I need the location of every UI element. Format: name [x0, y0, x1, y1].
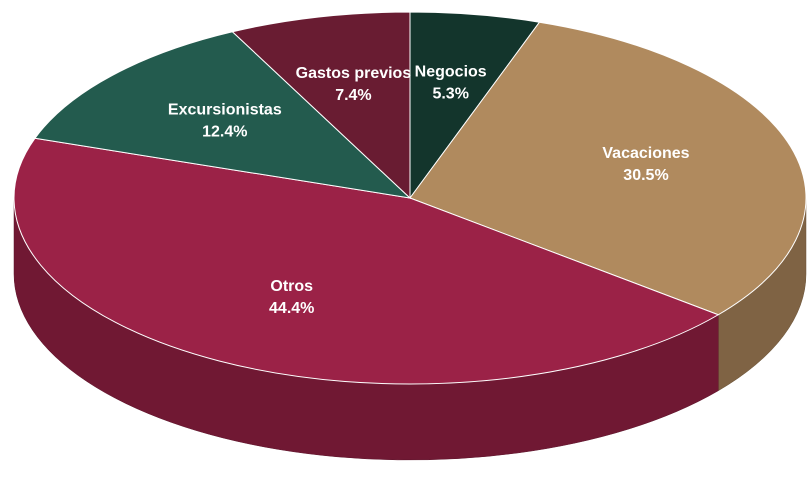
slice-category: Otros — [270, 278, 313, 295]
slice-value: 5.3% — [432, 85, 468, 102]
slice — [34, 31, 412, 199]
pie-labels: Negocios 5.3% Vacaciones 30.5% Otros 44.4% Exc… — [168, 63, 690, 317]
slice-label: Vacaciones 30.5% — [602, 145, 689, 184]
slice-value: 30.5% — [623, 167, 668, 184]
slice-category: Gastos previos — [296, 65, 412, 82]
slice — [231, 11, 411, 200]
slice — [13, 137, 720, 385]
slice-value: 12.4% — [202, 123, 247, 140]
slice-label: Negocios 5.3% — [415, 63, 487, 102]
slice — [409, 21, 807, 316]
pie-tops — [13, 11, 807, 385]
slice-label: Excursionistas 12.4% — [168, 101, 282, 140]
slice-category: Vacaciones — [602, 145, 689, 162]
slice-category: Excursionistas — [168, 101, 282, 118]
slice-value: 7.4% — [335, 87, 371, 104]
slice-label: Gastos previos 7.4% — [296, 65, 412, 104]
slice-category: Negocios — [415, 63, 487, 80]
slice-value: 44.4% — [269, 300, 314, 317]
slice-label: Otros 44.4% — [269, 278, 314, 317]
